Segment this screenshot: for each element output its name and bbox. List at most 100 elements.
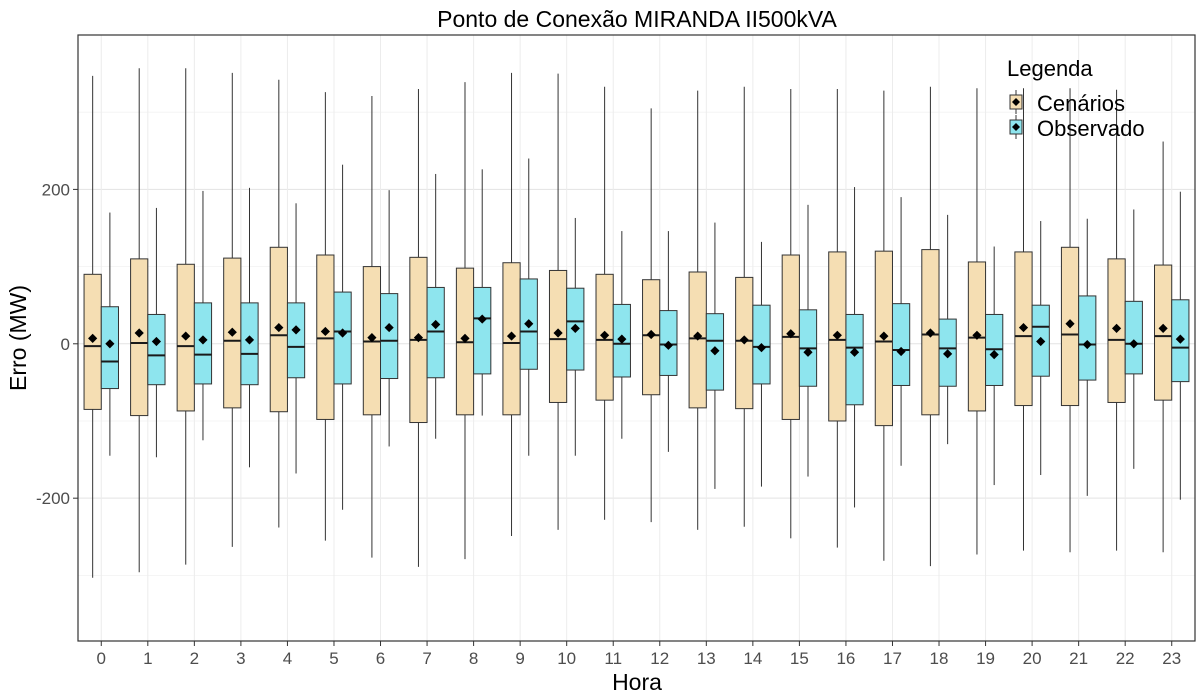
legend-label: Cenários: [1037, 91, 1125, 116]
box-group-observado-11: [612, 231, 631, 439]
box-group-cenarios-5: [316, 92, 335, 541]
box-group-observado-18: [938, 214, 957, 445]
mean-marker: [972, 330, 982, 340]
x-axis-title: Hora: [612, 669, 662, 695]
box-group-cenarios-17: [874, 90, 893, 561]
mean-marker: [879, 331, 889, 341]
mean-marker: [88, 333, 98, 343]
y-tick-label: 200: [42, 180, 70, 199]
box-group-cenarios-16: [828, 89, 847, 548]
mean-marker: [413, 333, 424, 343]
box-iqr: [891, 303, 911, 386]
x-tick-label: 1: [143, 649, 152, 668]
mean-marker: [431, 319, 441, 330]
box-group-cenarios-11: [595, 86, 614, 520]
legend-key-mean: [1012, 123, 1020, 131]
box-group-cenarios-12: [642, 108, 661, 523]
box-group-observado-13: [705, 222, 725, 489]
box-iqr: [380, 293, 399, 380]
mean-marker: [617, 334, 627, 344]
mean-marker: [151, 336, 162, 347]
box-group-cenarios-15: [781, 89, 800, 539]
x-tick-label: 3: [236, 649, 245, 668]
plot-panel: [78, 35, 1195, 641]
x-tick-label: 11: [604, 649, 622, 668]
chart-title: Ponto de Conexão MIRANDA II500kVA: [437, 6, 837, 32]
box-group-observado-21: [1078, 218, 1097, 496]
mean-marker: [227, 327, 237, 337]
mean-marker: [646, 329, 656, 340]
mean-marker: [1175, 334, 1185, 344]
box-group-observado-22: [1124, 209, 1143, 469]
mean-marker: [460, 333, 470, 343]
x-tick-label: 8: [469, 649, 478, 668]
mean-marker: [1129, 339, 1139, 349]
mean-marker: [832, 330, 842, 340]
box-group-observado-16: [845, 187, 864, 508]
x-tick-label: 4: [283, 649, 292, 668]
boxes-layer: [83, 68, 1190, 578]
mean-marker: [105, 339, 115, 349]
box-group-observado-9: [519, 158, 538, 456]
box-group-observado-14: [752, 241, 771, 487]
mean-marker: [1036, 336, 1046, 347]
legend-item-cenarios: Cenários: [1009, 90, 1125, 116]
x-tick-label: 12: [650, 649, 669, 668]
box-group-observado-12: [659, 231, 678, 452]
box-iqr: [147, 313, 166, 386]
box-group-cenarios-7: [409, 89, 428, 567]
mean-marker: [320, 326, 330, 337]
box-group-observado-20: [1031, 221, 1050, 476]
box-group-observado-6: [380, 190, 399, 447]
mean-marker: [570, 323, 580, 333]
mean-marker: [1111, 323, 1122, 333]
mean-marker: [367, 333, 377, 343]
mean-marker: [693, 331, 703, 341]
mean-marker: [600, 330, 610, 340]
box-group-observado-15: [798, 204, 818, 477]
mean-marker: [739, 335, 749, 345]
mean-marker: [274, 322, 284, 333]
x-tick-label: 22: [1116, 649, 1135, 668]
box-iqr: [286, 302, 306, 379]
box-group-cenarios-6: [362, 95, 382, 558]
box-group-observado-8: [473, 169, 492, 416]
x-tick-label: 7: [422, 649, 431, 668]
box-group-observado-23: [1171, 191, 1190, 500]
box-group-observado-17: [891, 197, 911, 466]
mean-marker: [524, 319, 534, 329]
x-tick-label: 17: [883, 649, 902, 668]
box-group-observado-19: [985, 246, 1004, 486]
mean-marker: [181, 331, 191, 341]
x-tick-label: 15: [790, 649, 809, 668]
mean-marker: [244, 335, 255, 345]
x-tick-label: 20: [1023, 649, 1042, 668]
box-group-observado-3: [240, 187, 259, 468]
box-group-cenarios-14: [735, 86, 754, 527]
x-tick-label: 0: [97, 649, 106, 668]
mean-marker: [896, 346, 906, 357]
legend-title: Legenda: [1007, 56, 1093, 81]
x-tick-label: 5: [329, 649, 338, 668]
box-group-observado-2: [193, 190, 213, 441]
legend-key-mean: [1012, 98, 1020, 106]
mean-marker: [134, 328, 144, 338]
mean-marker: [849, 347, 860, 357]
mean-marker: [756, 343, 767, 353]
mean-marker: [663, 340, 673, 350]
x-tick-label: 18: [930, 649, 949, 668]
legend-label: Observado: [1037, 116, 1145, 141]
mean-marker: [198, 335, 208, 345]
x-tick-label: 6: [376, 649, 385, 668]
legend-item-observado: Observado: [1009, 115, 1145, 141]
box-group-observado-1: [147, 207, 166, 458]
x-tick-label: 14: [743, 649, 762, 668]
box-iqr: [333, 291, 352, 385]
plot-border: [77, 34, 1196, 642]
box-group-observado-4: [286, 203, 306, 474]
mean-marker: [989, 349, 999, 360]
x-tick-label: 10: [557, 649, 576, 668]
